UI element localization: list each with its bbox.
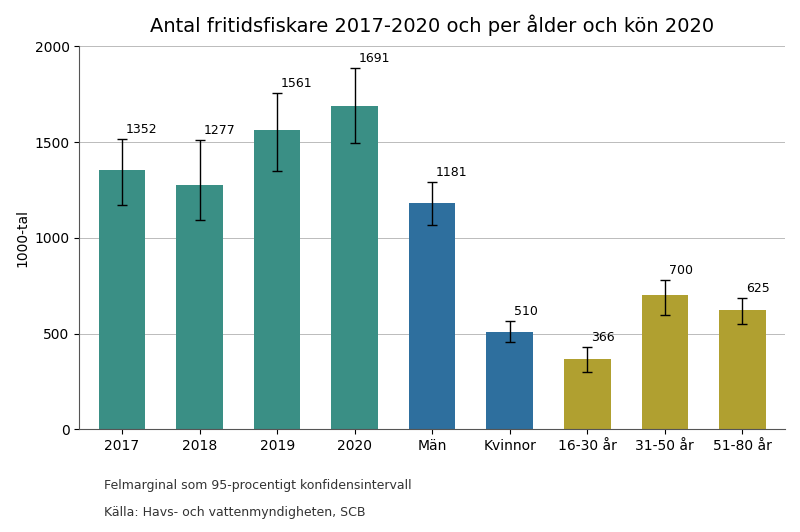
Bar (719, 310, 766, 429)
Text: Källa: Havs- och vattenmyndigheten, SCB: Källa: Havs- och vattenmyndigheten, SCB (104, 506, 366, 519)
Y-axis label: 1000-tal: 1000-tal (15, 209, 29, 267)
Title: Antal fritidsfiskare 2017-2020 och per ålder och kön 2020: Antal fritidsfiskare 2017-2020 och per å… (150, 15, 714, 37)
Bar (331, 105, 378, 429)
Text: 1352: 1352 (126, 123, 158, 136)
Text: 700: 700 (669, 264, 693, 277)
Bar (564, 359, 610, 429)
Bar (98, 170, 146, 429)
Text: 1561: 1561 (281, 77, 313, 90)
Bar (176, 185, 223, 429)
Text: 510: 510 (514, 305, 538, 318)
Text: Felmarginal som 95-procentigt konfidensintervall: Felmarginal som 95-procentigt konfidensi… (104, 479, 412, 492)
Bar (486, 332, 533, 429)
Text: 1691: 1691 (358, 52, 390, 65)
Text: 1181: 1181 (436, 167, 468, 179)
Bar (642, 295, 688, 429)
Bar (409, 203, 455, 429)
Text: 1277: 1277 (203, 124, 235, 137)
Text: 625: 625 (746, 282, 770, 295)
Bar (254, 130, 300, 429)
Text: 366: 366 (591, 331, 614, 344)
